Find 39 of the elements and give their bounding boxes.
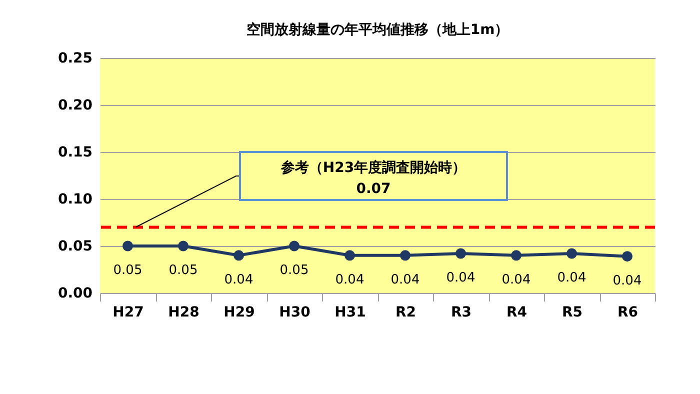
point	[456, 248, 466, 259]
data-label: 0.05	[113, 263, 142, 278]
data-label: 0.04	[446, 270, 476, 286]
annotation: 0.07	[356, 180, 391, 197]
annotation: 参考（H23年度調査開始時）	[280, 158, 466, 176]
x-tick-label: R4	[506, 304, 528, 320]
y-tick-label: 0.05	[58, 238, 92, 254]
point	[344, 250, 355, 261]
y-tick-label: 0.15	[58, 144, 92, 160]
x-tick-label: H28	[168, 304, 200, 320]
point	[622, 251, 632, 262]
x-tick-label: R3	[450, 304, 472, 320]
data-label: 0.05	[168, 263, 198, 278]
data-label: 0.04	[502, 272, 531, 288]
data-label: 0.04	[335, 272, 364, 288]
chart-title: 空間放射線量の年平均値推移（地上1m）	[246, 21, 509, 38]
x-tick-label: H29	[224, 304, 255, 320]
data-label: 0.04	[612, 273, 642, 288]
y-tick-label: 0.20	[58, 98, 93, 114]
x-tick-label: H31	[334, 304, 366, 320]
point	[511, 250, 522, 261]
point	[289, 240, 300, 252]
data-label: 0.04	[390, 272, 420, 288]
y-tick-label: 0.25	[58, 50, 92, 66]
x-tick-label: H27	[112, 304, 144, 320]
data-label: 0.04	[224, 272, 254, 288]
point	[178, 240, 188, 252]
x-tick-label: R6	[617, 304, 638, 320]
y-tick-label: 0.00	[58, 286, 93, 302]
point	[234, 250, 244, 261]
x-tick-label: H30	[279, 304, 311, 320]
y-tick-label: 0.10	[58, 192, 93, 208]
data-label: 0.05	[280, 263, 309, 278]
data-label: 0.04	[557, 270, 586, 286]
x-tick-label: R5	[562, 304, 583, 320]
point	[400, 250, 410, 261]
x-tick-label: R2	[395, 304, 416, 320]
point	[122, 240, 133, 252]
point	[566, 248, 577, 259]
